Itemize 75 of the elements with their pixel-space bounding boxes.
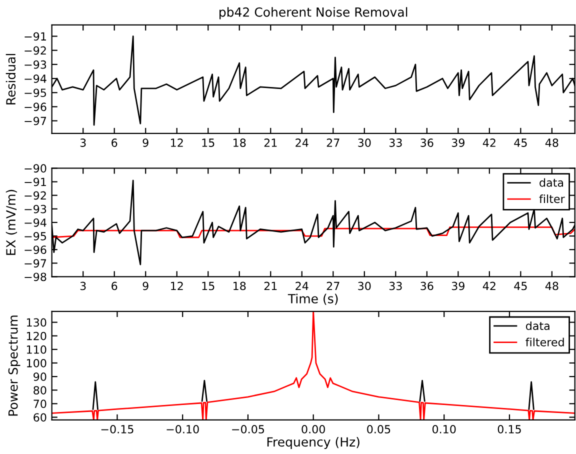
x-tick-label: 48 bbox=[545, 282, 558, 290]
y-tick-label: 80 bbox=[34, 386, 46, 394]
x-tick-label: 45 bbox=[514, 138, 527, 147]
x-tick-label: 36 bbox=[420, 138, 434, 147]
x-tick-label: 0.00 bbox=[302, 425, 325, 434]
y-tick-label: −92 bbox=[24, 191, 46, 200]
x-tick-label: 30 bbox=[358, 138, 371, 147]
x-axis-title: Frequency (Hz) bbox=[267, 436, 360, 450]
x-tick-label: −0.10 bbox=[166, 425, 199, 434]
legend-label: data bbox=[526, 321, 550, 330]
y-axis-title: EX (mV/m) bbox=[6, 190, 18, 255]
line-series bbox=[52, 226, 575, 238]
x-tick-label: 24 bbox=[296, 138, 308, 147]
y-tick-label: −94 bbox=[24, 218, 46, 227]
x-tick-label: 12 bbox=[171, 282, 183, 290]
x-tick-label: 15 bbox=[202, 282, 214, 290]
x-tick-label: 33 bbox=[389, 138, 402, 147]
legend-label: data bbox=[540, 178, 564, 187]
y-tick-label: −93 bbox=[24, 204, 46, 214]
x-tick-label: 6 bbox=[112, 282, 118, 290]
y-tick-label: −91 bbox=[24, 32, 46, 41]
legend-label: filter bbox=[539, 194, 565, 204]
x-axis-title: Time (s) bbox=[288, 294, 338, 305]
y-axis-title: Power Spectrum bbox=[8, 316, 20, 416]
line-series bbox=[52, 311, 575, 420]
x-tick-label: 39 bbox=[452, 138, 464, 147]
x-tick-label: 15 bbox=[202, 138, 214, 147]
x-tick-label: 0.15 bbox=[498, 425, 521, 434]
x-tick-label: 3 bbox=[80, 138, 86, 147]
legend-label: filtered bbox=[526, 338, 564, 346]
y-tick-label: −96 bbox=[24, 102, 46, 112]
x-tick-label: 3 bbox=[80, 282, 86, 290]
y-axis-title: Residual bbox=[6, 54, 16, 104]
y-tick-label: 60 bbox=[34, 413, 46, 422]
x-tick-label: 12 bbox=[171, 138, 183, 147]
x-tick-label: 30 bbox=[358, 282, 371, 290]
x-tick-label: 0.10 bbox=[432, 425, 456, 434]
y-tick-label: 130 bbox=[26, 318, 46, 327]
y-tick-label: 90 bbox=[34, 372, 46, 381]
chart-title: pb42 Coherent Noise Removal bbox=[220, 7, 408, 20]
y-tick-label: −97 bbox=[24, 116, 46, 126]
x-tick-label: 9 bbox=[142, 282, 148, 290]
x-tick-label: 6 bbox=[112, 138, 118, 147]
y-tick-label: −95 bbox=[24, 232, 46, 240]
x-tick-label: 18 bbox=[234, 138, 246, 147]
x-tick-label: 27 bbox=[326, 282, 340, 290]
y-tick-label: 120 bbox=[26, 332, 46, 340]
x-tick-label: 0.05 bbox=[367, 425, 390, 434]
x-tick-label: 21 bbox=[264, 282, 277, 290]
y-tick-label: −91 bbox=[24, 178, 46, 186]
x-tick-label: −0.05 bbox=[232, 425, 264, 434]
y-tick-label: 100 bbox=[26, 358, 46, 368]
x-tick-label: 27 bbox=[326, 138, 340, 147]
x-tick-label: 33 bbox=[389, 282, 402, 290]
x-tick-label: 21 bbox=[264, 138, 277, 147]
y-tick-label: −93 bbox=[24, 60, 46, 69]
y-tick-label: −95 bbox=[24, 88, 46, 97]
x-tick-label: 45 bbox=[514, 282, 527, 290]
x-tick-label: −0.15 bbox=[101, 425, 134, 434]
x-tick-label: 42 bbox=[482, 138, 496, 147]
x-tick-label: 9 bbox=[142, 138, 148, 147]
x-tick-label: 24 bbox=[296, 282, 308, 290]
y-tick-label: −92 bbox=[24, 46, 46, 55]
x-tick-label: 42 bbox=[482, 282, 496, 290]
x-tick-label: 48 bbox=[545, 138, 558, 147]
y-tick-label: −98 bbox=[24, 272, 46, 282]
y-tick-label: −97 bbox=[24, 259, 46, 268]
x-tick-label: 36 bbox=[420, 282, 434, 290]
x-tick-label: 39 bbox=[452, 282, 464, 290]
y-tick-label: −96 bbox=[24, 246, 46, 254]
y-tick-label: −94 bbox=[24, 74, 46, 83]
x-tick-label: 18 bbox=[234, 282, 246, 290]
y-tick-label: −90 bbox=[24, 164, 46, 173]
y-tick-label: 110 bbox=[26, 345, 46, 354]
y-tick-label: 70 bbox=[34, 400, 46, 408]
